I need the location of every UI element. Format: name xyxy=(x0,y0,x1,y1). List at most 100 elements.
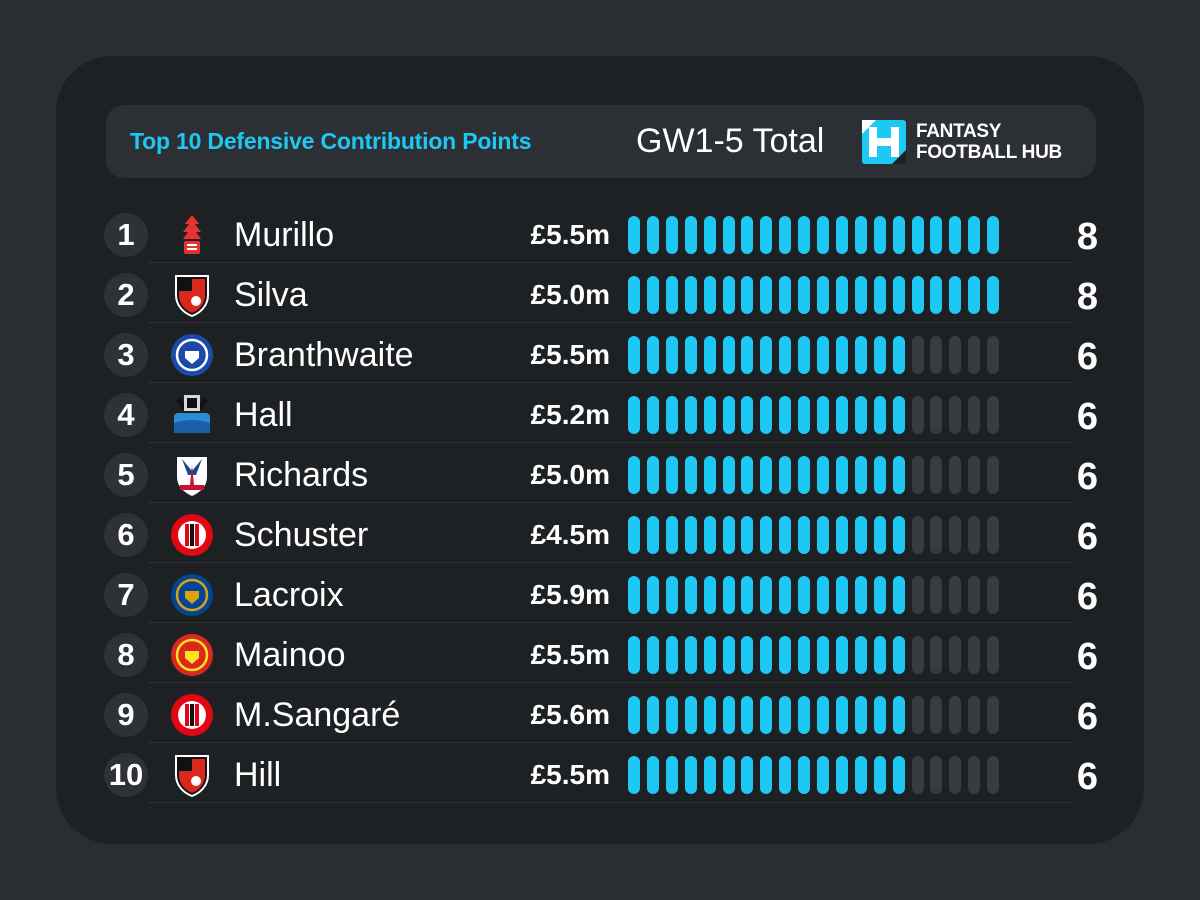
bar-segment-filled xyxy=(703,576,716,614)
bar-segment-filled xyxy=(646,216,659,254)
player-name: Schuster xyxy=(234,516,369,554)
bar-segment-filled xyxy=(798,456,811,494)
newcastle-crest-icon xyxy=(174,395,210,433)
bar-segment-filled xyxy=(817,396,829,434)
bar-segment-filled xyxy=(703,696,716,734)
player-name: Mainoo xyxy=(234,636,346,674)
bar-segment-filled xyxy=(779,336,792,374)
bar-segment-filled xyxy=(987,276,1000,314)
bar-segment-filled xyxy=(854,456,867,494)
bar-segment-empty xyxy=(949,756,962,794)
bar-segment-filled xyxy=(854,516,867,554)
bar-segment-filled xyxy=(779,696,792,734)
bar-segment-filled xyxy=(741,756,754,794)
points-value: 6 xyxy=(1076,576,1098,618)
points-value: 8 xyxy=(1076,216,1098,258)
bar-segment-filled xyxy=(628,576,640,614)
player-name: Hill xyxy=(234,756,282,794)
bar-segment-empty xyxy=(930,336,943,374)
bar-segment-filled xyxy=(628,396,640,434)
bar-segment-filled xyxy=(835,396,848,434)
bar-segment-filled xyxy=(892,636,905,674)
bar-segment-empty xyxy=(987,756,1000,794)
bar-segment-filled xyxy=(665,456,678,494)
bar-segment-filled xyxy=(930,216,943,254)
bar-segment-filled xyxy=(684,456,697,494)
bar-segment-filled xyxy=(703,456,716,494)
bar-segment-filled xyxy=(741,216,754,254)
bar-segment-filled xyxy=(817,216,829,254)
bar-segment-filled xyxy=(665,696,678,734)
bar-segment-filled xyxy=(873,456,886,494)
bar-segment-filled xyxy=(873,216,886,254)
rank-badge: 1 xyxy=(104,213,148,257)
bar-segment-filled xyxy=(835,756,848,794)
bar-segment-filled xyxy=(835,216,848,254)
bar-segment-empty xyxy=(987,696,1000,734)
bar-segment-filled xyxy=(684,336,697,374)
bar-segment-filled xyxy=(722,456,735,494)
player-name: Richards xyxy=(234,456,369,494)
points-value: 8 xyxy=(1076,276,1098,318)
player-price: £4.5m xyxy=(530,519,610,550)
bar-segment-filled xyxy=(892,276,905,314)
bar-segment-filled xyxy=(684,756,697,794)
player-row: 9 M.Sangaré £5.6m 6 xyxy=(104,683,1098,743)
bar-segment-filled xyxy=(968,216,981,254)
points-bar xyxy=(628,516,1008,554)
bar-segment-filled xyxy=(760,636,773,674)
bar-segment-filled xyxy=(703,276,716,314)
bar-segment-filled xyxy=(835,276,848,314)
bar-segment-filled xyxy=(722,336,735,374)
bar-segment-filled xyxy=(665,636,678,674)
rank-badge: 5 xyxy=(104,453,148,497)
bar-segment-filled xyxy=(892,696,905,734)
bar-segment-filled xyxy=(741,396,754,434)
rank-badge: 9 xyxy=(104,693,148,737)
bar-segment-filled xyxy=(911,276,924,314)
bar-segment-filled xyxy=(873,636,886,674)
bar-segment-filled xyxy=(646,756,659,794)
row-divider xyxy=(148,802,1072,803)
bar-segment-empty xyxy=(987,636,1000,674)
points-value: 6 xyxy=(1076,636,1098,678)
bar-segment-filled xyxy=(779,636,792,674)
bar-segment-filled xyxy=(779,756,792,794)
row-divider xyxy=(148,682,1072,683)
bar-segment-filled xyxy=(628,756,640,794)
player-row: 1 Murillo £5.5m 8 xyxy=(104,203,1098,263)
player-price: £5.5m xyxy=(530,339,610,370)
player-price: £5.5m xyxy=(530,759,610,790)
row-divider xyxy=(148,322,1072,323)
bar-segment-empty xyxy=(930,756,943,794)
bar-segment-filled xyxy=(741,636,754,674)
bar-segment-filled xyxy=(684,276,697,314)
chart-panel xyxy=(56,56,1144,844)
bar-segment-empty xyxy=(911,756,924,794)
rank-badge: 4 xyxy=(104,393,148,437)
bar-segment-filled xyxy=(760,516,773,554)
bar-segment-filled xyxy=(646,396,659,434)
bar-segment-filled xyxy=(798,516,811,554)
bar-segment-filled xyxy=(684,696,697,734)
bar-segment-filled xyxy=(817,276,829,314)
bar-segment-empty xyxy=(949,456,962,494)
row-divider xyxy=(148,742,1072,743)
player-price: £5.5m xyxy=(530,219,610,250)
bar-segment-filled xyxy=(628,336,640,374)
bar-segment-filled xyxy=(817,756,829,794)
rank-badge: 7 xyxy=(104,573,148,617)
bar-segment-filled xyxy=(892,456,905,494)
bar-segment-filled xyxy=(646,636,659,674)
bar-segment-filled xyxy=(798,276,811,314)
points-bar xyxy=(628,756,1008,794)
points-bar xyxy=(628,336,1008,374)
everton-crest-icon xyxy=(171,334,213,376)
player-price: £5.0m xyxy=(530,279,610,310)
bar-segment-filled xyxy=(646,516,659,554)
row-divider xyxy=(148,262,1072,263)
bar-segment-empty xyxy=(949,516,962,554)
bar-segment-filled xyxy=(835,456,848,494)
player-row: 2 Silva £5.0m 8 xyxy=(104,263,1098,323)
bar-segment-filled xyxy=(798,576,811,614)
